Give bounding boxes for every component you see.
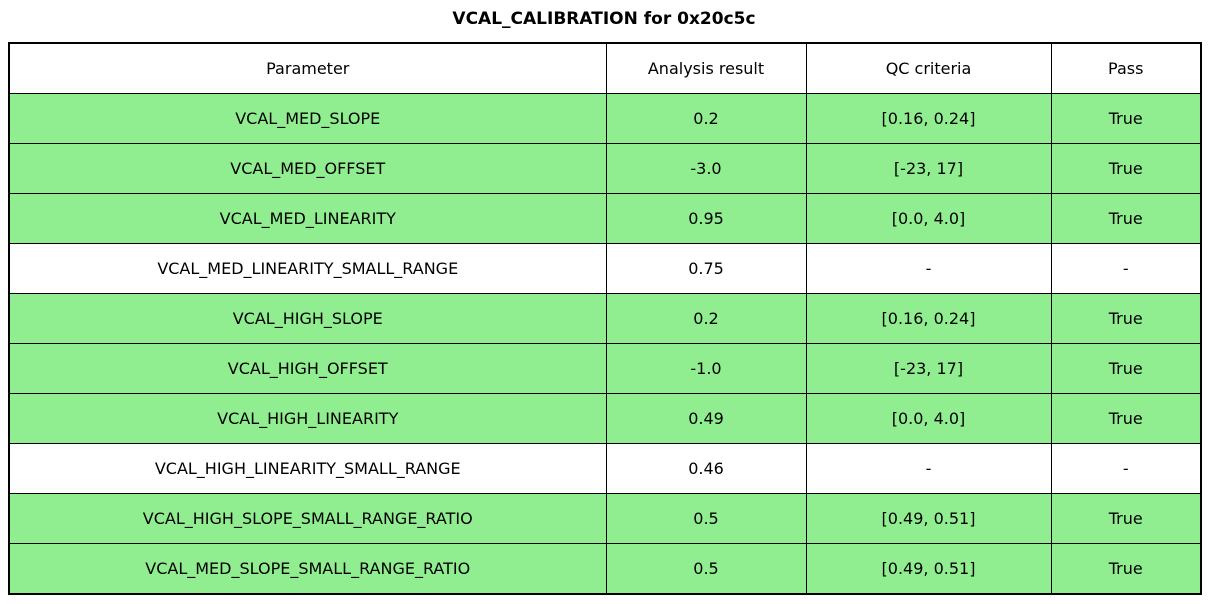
page-title: VCAL_CALIBRATION for 0x20c5c bbox=[452, 9, 756, 29]
header-row: Parameter Analysis result QC criteria Pa… bbox=[8, 42, 1202, 94]
calibration-table: Parameter Analysis result QC criteria Pa… bbox=[8, 42, 1202, 595]
table-row: VCAL_HIGH_OFFSET -1.0 [-23, 17] True bbox=[8, 343, 1202, 394]
analysis-result-cell: 0.46 bbox=[605, 443, 807, 494]
analysis-result-cell: 0.2 bbox=[605, 293, 807, 344]
parameter-cell: VCAL_MED_LINEARITY_SMALL_RANGE bbox=[8, 243, 607, 294]
parameter-cell: VCAL_HIGH_SLOPE bbox=[8, 293, 607, 344]
qc-criteria-cell: [-23, 17] bbox=[805, 343, 1052, 394]
table-row: VCAL_HIGH_LINEARITY 0.49 [0.0, 4.0] True bbox=[8, 393, 1202, 444]
column-header-qc-criteria: QC criteria bbox=[805, 42, 1052, 94]
qc-criteria-cell: - bbox=[805, 443, 1052, 494]
table-row: VCAL_HIGH_SLOPE_SMALL_RANGE_RATIO 0.5 [0.4… bbox=[8, 493, 1202, 544]
analysis-result-cell: 0.75 bbox=[605, 243, 807, 294]
pass-cell: - bbox=[1050, 443, 1202, 494]
parameter-cell: VCAL_MED_SLOPE bbox=[8, 93, 607, 144]
analysis-result-cell: 0.2 bbox=[605, 93, 807, 144]
pass-cell: True bbox=[1050, 143, 1202, 194]
column-header-parameter: Parameter bbox=[8, 42, 607, 94]
parameter-cell: VCAL_MED_SLOPE_SMALL_RANGE_RATIO bbox=[8, 543, 607, 595]
pass-cell: True bbox=[1050, 393, 1202, 444]
analysis-result-cell: 0.49 bbox=[605, 393, 807, 444]
column-header-analysis-result: Analysis result bbox=[605, 42, 807, 94]
pass-cell: True bbox=[1050, 93, 1202, 144]
table-row: VCAL_MED_LINEARITY 0.95 [0.0, 4.0] True bbox=[8, 193, 1202, 244]
pass-cell: True bbox=[1050, 543, 1202, 595]
table-row: VCAL_MED_SLOPE_SMALL_RANGE_RATIO 0.5 [0.49… bbox=[8, 543, 1202, 595]
analysis-result-cell: -3.0 bbox=[605, 143, 807, 194]
parameter-cell: VCAL_HIGH_OFFSET bbox=[8, 343, 607, 394]
parameter-cell: VCAL_HIGH_SLOPE_SMALL_RANGE_RATIO bbox=[8, 493, 607, 544]
parameter-cell: VCAL_HIGH_LINEARITY bbox=[8, 393, 607, 444]
qc-criteria-cell: [0.49, 0.51] bbox=[805, 543, 1052, 595]
parameter-cell: VCAL_HIGH_LINEARITY_SMALL_RANGE bbox=[8, 443, 607, 494]
qc-criteria-cell: [0.0, 4.0] bbox=[805, 193, 1052, 244]
analysis-result-cell: -1.0 bbox=[605, 343, 807, 394]
analysis-result-cell: 0.5 bbox=[605, 493, 807, 544]
pass-cell: True bbox=[1050, 493, 1202, 544]
qc-criteria-cell: - bbox=[805, 243, 1052, 294]
pass-cell: True bbox=[1050, 343, 1202, 394]
table-row: VCAL_MED_SLOPE 0.2 [0.16, 0.24] True bbox=[8, 93, 1202, 144]
pass-cell: - bbox=[1050, 243, 1202, 294]
qc-criteria-cell: [0.0, 4.0] bbox=[805, 393, 1052, 444]
qc-criteria-cell: [0.16, 0.24] bbox=[805, 293, 1052, 344]
column-header-pass: Pass bbox=[1050, 42, 1202, 94]
analysis-result-cell: 0.95 bbox=[605, 193, 807, 244]
table-row: VCAL_HIGH_LINEARITY_SMALL_RANGE 0.46- - bbox=[8, 443, 1202, 494]
pass-cell: True bbox=[1050, 193, 1202, 244]
qc-criteria-cell: [0.49, 0.51] bbox=[805, 493, 1052, 544]
pass-cell: True bbox=[1050, 293, 1202, 344]
table-row: VCAL_MED_LINEARITY_SMALL_RANGE 0.75- - bbox=[8, 243, 1202, 294]
analysis-result-cell: 0.5 bbox=[605, 543, 807, 595]
table-body: VCAL_MED_SLOPE 0.2 [0.16, 0.24] True VCAL_ME… bbox=[8, 93, 1202, 595]
table-row: VCAL_MED_OFFSET -3.0 [-23, 17] True bbox=[8, 143, 1202, 194]
qc-criteria-cell: [-23, 17] bbox=[805, 143, 1052, 194]
parameter-cell: VCAL_MED_LINEARITY bbox=[8, 193, 607, 244]
table-row: VCAL_HIGH_SLOPE 0.2 [0.16, 0.24] True bbox=[8, 293, 1202, 344]
parameter-cell: VCAL_MED_OFFSET bbox=[8, 143, 607, 194]
qc-criteria-cell: [0.16, 0.24] bbox=[805, 93, 1052, 144]
